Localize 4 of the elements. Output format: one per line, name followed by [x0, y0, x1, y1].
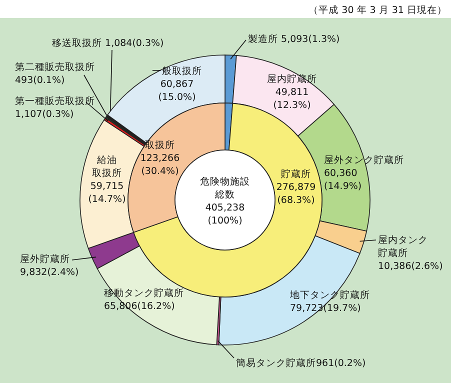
text: 危険物施設総数 [200, 176, 250, 200]
chart-subtitle: （平成 30 年 3 月 31 日現在） [308, 4, 447, 16]
text: 405,238 [205, 202, 245, 214]
text: (100%) [208, 216, 242, 226]
